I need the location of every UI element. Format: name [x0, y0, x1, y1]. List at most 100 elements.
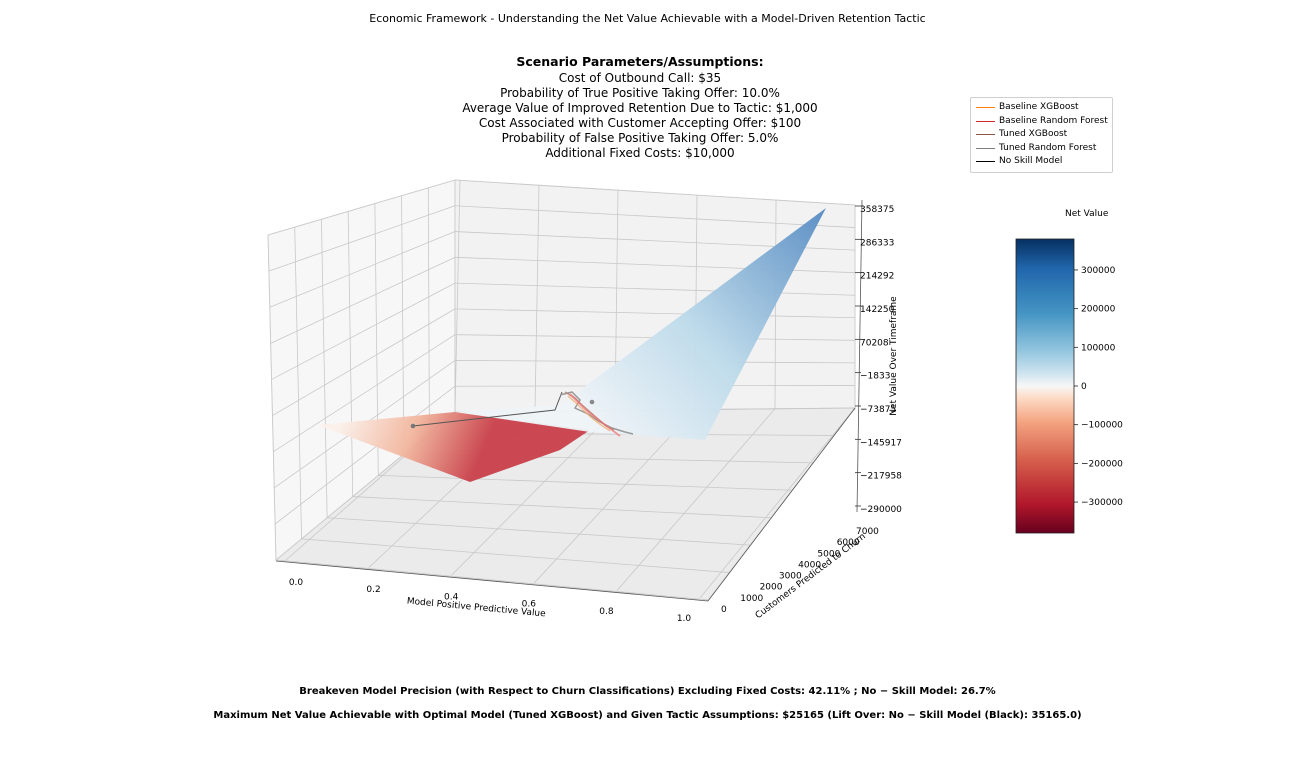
z-axis-line — [856, 199, 863, 513]
back-pane — [454, 179, 856, 413]
z-side-grid-line — [272, 308, 456, 416]
y-tick-label: 5000 — [817, 549, 840, 559]
y-side-grid-line — [374, 203, 379, 476]
series-marker-tuned-xgboost — [589, 399, 595, 405]
scenario-line: Probability of True Positive Taking Offe… — [500, 86, 780, 100]
x-tick-label: 0.2 — [366, 585, 380, 595]
y-tick-label: 0 — [721, 605, 727, 615]
z-back-grid-line — [454, 360, 856, 364]
z-axis-label: Net Value Over Timeframe — [889, 296, 899, 416]
left-pane — [267, 179, 456, 562]
y-side-grid-line — [267, 234, 277, 561]
series-line-baseline-random-forest — [569, 393, 621, 437]
y-axis-line — [707, 407, 856, 602]
legend-entry: Tuned XGBoost — [971, 128, 1112, 142]
legend-label: No Skill Model — [999, 156, 1063, 166]
scenario-line: Additional Fixed Costs: $10,000 — [545, 146, 735, 160]
y-tick-label: 4000 — [798, 560, 821, 570]
z-tick-label: −217958 — [860, 472, 902, 482]
colorbar-tick-label: 100000 — [1081, 343, 1116, 353]
z-back-grid-line — [454, 205, 856, 228]
z-back-grid-line — [454, 256, 856, 274]
breakeven-summary: Breakeven Model Precision (with Respect … — [299, 686, 996, 697]
y-tick-label: 6000 — [837, 538, 860, 548]
colorbar-tick-label: −200000 — [1081, 459, 1123, 469]
z-side-grid-line — [270, 256, 456, 344]
x-tick-label: 0.0 — [289, 578, 304, 588]
z-tick-label: 214292 — [860, 272, 894, 282]
legend-swatch — [976, 161, 995, 162]
y-side-grid-line — [347, 211, 354, 497]
x-tick-label: 0.8 — [599, 607, 614, 617]
colorbar-tick-label: 200000 — [1081, 305, 1116, 315]
z-back-grid-line — [454, 282, 856, 296]
colorbar-tick-label: −300000 — [1081, 498, 1123, 508]
y-grid-line — [275, 559, 709, 601]
surface-positive-region — [455, 208, 826, 440]
z-tick-label: 358375 — [860, 205, 894, 215]
y-side-grid-line — [321, 219, 328, 518]
z-tick-label: −290000 — [860, 505, 902, 515]
colorbar — [1015, 238, 1075, 534]
legend-entry: Baseline Random Forest — [971, 115, 1112, 129]
y-grid-line — [454, 407, 856, 413]
colorbar-ticks: 300000 200000 100000 0 −100000 −200000 −300000 — [1074, 266, 1123, 508]
z-side-grid-line — [274, 385, 456, 525]
y-tick-label: 3000 — [779, 572, 802, 582]
scenario-line: Probability of False Positive Taking Off… — [501, 131, 779, 145]
x-grid-line — [285, 411, 456, 561]
y-grid-line — [327, 517, 751, 546]
series-line-baseline-xgboost — [567, 395, 611, 432]
legend-label: Baseline Random Forest — [999, 115, 1108, 126]
z-back-grid-line — [454, 334, 856, 341]
x-back-grid-line — [614, 189, 619, 411]
z-back-grid-line — [454, 407, 856, 413]
z-side-grid-line — [268, 205, 456, 272]
z-back-grid-line — [454, 231, 856, 251]
legend-entry: Tuned Random Forest — [971, 142, 1112, 156]
figure-title: Economic Framework - Understanding the N… — [369, 12, 926, 25]
x-axis-ticks: 0.0 0.2 0.4 0.6 0.8 1.0 — [289, 578, 692, 624]
y-tick-label: 2000 — [760, 583, 783, 593]
legend-swatch — [976, 120, 995, 122]
z-back-grid-line — [454, 385, 856, 387]
x-grid-line — [451, 410, 616, 576]
legend-swatch — [976, 147, 995, 149]
z-side-grid-line — [267, 179, 456, 236]
y-grid-line — [301, 538, 730, 573]
z-tick-label: 286333 — [860, 238, 894, 248]
surface-negative-region — [318, 412, 590, 482]
legend-swatch — [976, 107, 995, 108]
colorbar-tick-label: −100000 — [1081, 421, 1123, 431]
scenario-line: Cost Associated with Customer Accepting … — [478, 116, 802, 130]
y-grid-line — [378, 475, 793, 491]
legend-label: Baseline XGBoost — [999, 102, 1079, 112]
x-back-grid-line — [774, 199, 777, 409]
y-tick-label: 1000 — [740, 594, 763, 604]
series-line-tuned-random-forest — [559, 391, 634, 435]
scenario-line: Cost of Outbound Call: $35 — [558, 71, 722, 85]
legend-entry: Baseline XGBoost — [971, 101, 1112, 115]
colorbar-title: Net Value — [1065, 209, 1109, 219]
floor-pane — [274, 407, 857, 601]
x-grid-line — [368, 410, 536, 568]
x-tick-label: 1.0 — [677, 614, 692, 624]
y-tick-label: 7000 — [856, 527, 879, 537]
scenario-parameters: Scenario Parameters/Assumptions: Cost of… — [340, 54, 940, 161]
legend-label: Tuned Random Forest — [999, 142, 1097, 153]
scenario-heading: Scenario Parameters/Assumptions: — [516, 54, 764, 69]
chart-legend: Baseline XGBoost Baseline Random Forest … — [970, 97, 1113, 173]
colorbar-tick-label: 0 — [1081, 382, 1087, 392]
legend-label: Tuned XGBoost — [999, 129, 1068, 139]
x-grid-line — [699, 407, 856, 599]
grid-lines — [267, 179, 856, 601]
y-grid-line — [403, 453, 814, 464]
x-axis-line — [275, 560, 709, 602]
y-side-grid-line — [427, 187, 430, 434]
y-grid-line — [429, 432, 835, 436]
series-line-tuned-xgboost — [564, 391, 615, 431]
x-back-grid-line — [454, 179, 461, 413]
scenario-line: Average Value of Improved Retention Due … — [462, 101, 818, 115]
z-tick-label: −145917 — [860, 438, 902, 448]
